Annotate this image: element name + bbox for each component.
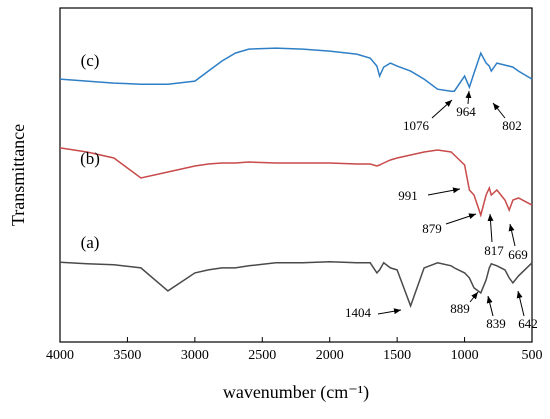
- annotation-arrow: [492, 102, 506, 119]
- annotation-arrow: [377, 308, 402, 315]
- x-tick-label: 4000: [46, 348, 74, 363]
- annotation-label: 642: [518, 316, 538, 331]
- x-tick-label: 1500: [383, 348, 411, 363]
- x-axis-label: wavenumber (cm⁻¹): [223, 382, 369, 403]
- annotation-label: 1076: [403, 118, 430, 133]
- annotation-arrow: [465, 90, 472, 105]
- spectrum-line: [59, 47, 533, 92]
- series-label: (b): [80, 149, 100, 168]
- annotation-label: 802: [502, 118, 522, 133]
- annotation-arrow: [469, 291, 479, 303]
- annotation-label: 879: [422, 221, 442, 236]
- x-tick-label: 3500: [113, 348, 141, 363]
- annotation-label: 964: [456, 104, 476, 119]
- spectrum-line: [59, 261, 533, 309]
- series-label: (c): [81, 51, 100, 70]
- annotation-arrow: [445, 213, 477, 225]
- y-axis-label: Transmittance: [8, 124, 28, 226]
- spectrum-line: [59, 147, 533, 218]
- annotation-label: 991: [398, 188, 418, 203]
- x-tick-label: 3000: [181, 348, 209, 363]
- x-tick-label: 2500: [248, 348, 276, 363]
- annotation-arrow: [487, 213, 494, 243]
- annotation-arrow: [431, 99, 453, 119]
- annotation-arrow: [486, 295, 494, 317]
- x-tick-label: 2000: [316, 348, 344, 363]
- annotation-arrow: [427, 187, 461, 196]
- annotation-arrow: [508, 223, 516, 247]
- x-tick-label: 1000: [451, 348, 479, 363]
- annotation-label: 889: [450, 301, 470, 316]
- annotation-label: 839: [486, 316, 506, 331]
- annotation-label: 817: [484, 243, 504, 258]
- annotation-label: 1404: [345, 305, 372, 320]
- annotation-arrow: [516, 290, 525, 317]
- x-tick-label: 500: [522, 348, 543, 363]
- plot-frame: [59, 7, 533, 343]
- annotation-label: 669: [508, 247, 528, 262]
- series-label: (a): [81, 233, 100, 252]
